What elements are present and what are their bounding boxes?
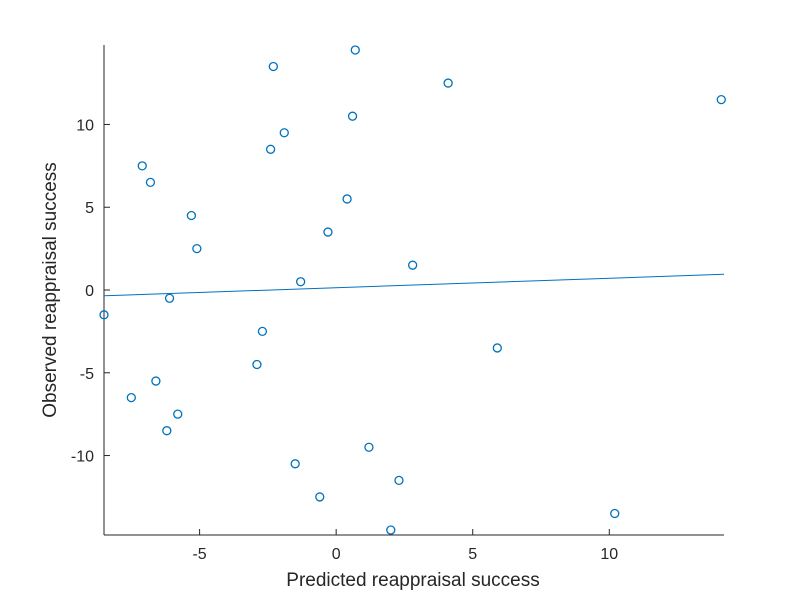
data-point — [342, 194, 352, 204]
data-point — [268, 61, 278, 72]
data-point — [192, 243, 202, 254]
y-tick-label: 5 — [85, 200, 94, 217]
x-tick-label: 0 — [332, 546, 341, 563]
data-point — [394, 475, 404, 486]
data-point — [99, 310, 109, 320]
data-point — [347, 111, 358, 121]
data-point — [162, 426, 172, 436]
data-point — [137, 161, 147, 171]
data-point — [386, 525, 396, 535]
data-point — [323, 227, 333, 237]
y-tick-label: 0 — [85, 283, 94, 300]
x-ticks: -5 0 5 10 — [192, 529, 618, 563]
data-point — [279, 128, 289, 138]
data-point — [716, 94, 726, 105]
data-point — [407, 260, 418, 270]
data-point — [492, 343, 502, 353]
data-point — [186, 210, 197, 221]
data-point — [296, 277, 306, 287]
data-point — [364, 442, 374, 452]
data-point — [151, 376, 161, 386]
data-point — [350, 45, 360, 55]
data-point — [443, 78, 453, 88]
data-point — [252, 359, 262, 370]
data-points — [99, 45, 726, 535]
x-tick-label: -5 — [192, 546, 206, 563]
data-point — [145, 177, 156, 188]
data-point — [257, 326, 268, 337]
y-tick-label: 10 — [76, 117, 94, 134]
x-axis-label: Predicted reappraisal success — [286, 570, 539, 591]
data-point — [265, 144, 276, 154]
data-point — [315, 492, 325, 502]
y-axis-label: Observed reappraisal success — [40, 162, 61, 418]
x-tick-label: 10 — [600, 546, 618, 563]
fit-line-group — [103, 273, 725, 297]
data-point — [173, 409, 183, 419]
y-tick-label: -10 — [71, 449, 94, 466]
data-point — [290, 459, 300, 469]
x-tick-label: 5 — [468, 546, 477, 563]
y-ticks: -10 -5 0 5 10 — [71, 117, 110, 466]
data-point — [126, 392, 136, 403]
y-tick-label: -5 — [80, 366, 94, 383]
axes — [103, 45, 724, 536]
data-point — [164, 293, 175, 303]
fit-line — [103, 273, 725, 297]
data-point — [610, 508, 620, 519]
